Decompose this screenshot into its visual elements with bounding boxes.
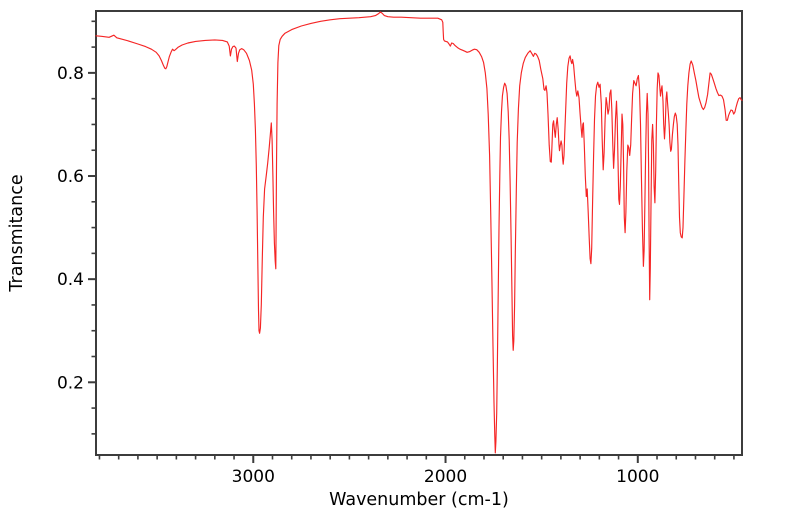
y-axis-title: Transmitance [7, 174, 27, 292]
x-tick-label: 2000 [424, 467, 467, 487]
y-tick-label: 0.4 [57, 270, 84, 290]
axis-tick-labels: 3000 2000 1000 0.2 0.4 0.6 0.8 [57, 64, 659, 487]
x-axis-title: Wavenumber (cm-1) [329, 490, 509, 510]
axis-ticks [88, 20, 735, 463]
spectrum-line [95, 11, 743, 454]
y-tick-label: 0.6 [57, 167, 84, 187]
y-tick-label: 0.2 [57, 373, 84, 393]
x-tick-label: 3000 [232, 467, 275, 487]
plot-frame [95, 10, 743, 456]
x-tick-label: 1000 [616, 467, 659, 487]
y-tick-label: 0.8 [57, 64, 84, 84]
